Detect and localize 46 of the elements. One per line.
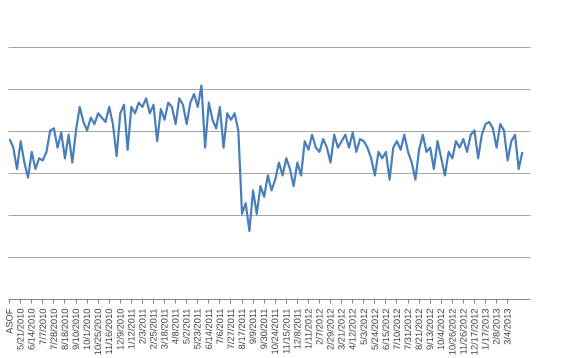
x-tick-label: 5/3/2012 (358, 308, 369, 345)
x-tick-label: 3/18/2011 (160, 308, 170, 350)
x-tick-label: 3/21/2012 (336, 308, 347, 350)
x-tick-label: 7/28/2010 (48, 308, 59, 350)
x-tick-label: 2/3/2011 (137, 308, 148, 344)
x-tick-label: 10/1/2010 (82, 308, 92, 350)
x-tick-label: 9/9/2011 (248, 308, 258, 344)
x-tick-label: 8/21/2012 (414, 308, 424, 350)
x-tick-label: 7/10/2012 (392, 308, 402, 350)
x-tick-label: 2/7/2012 (314, 308, 324, 345)
x-tick-label: 8/18/2010 (60, 308, 70, 350)
x-tick-label: 5/21/2010 (16, 308, 26, 350)
x-tick-label: 10/24/2011 (270, 308, 280, 354)
x-tick-label: 6/14/2010 (26, 308, 37, 350)
x-tick-label: 10/25/2010 (93, 308, 104, 356)
x-tick-label: 7/31/2012 (403, 308, 414, 350)
x-tick-label: 6/15/2012 (380, 308, 391, 350)
x-tick-label: 8/17/2011 (237, 308, 248, 350)
x-tick-label: 10/26/2012 (447, 308, 458, 356)
x-tick-label: 9/30/2011 (259, 308, 270, 350)
x-tick-label: 5/2/2011 (182, 308, 192, 344)
x-tick-label: 7/6/2011 (214, 308, 225, 344)
x-tick-label: 11/15/2011 (281, 308, 292, 354)
x-tick-label: 2/8/2013 (492, 308, 502, 345)
x-tick-label: 12/17/2012 (469, 308, 480, 356)
x-tick-label: 7/27/2011 (226, 308, 236, 350)
x-tick-label: 5/24/2012 (370, 308, 380, 350)
x-tick-label: 1/12/2011 (126, 308, 136, 350)
x-tick-label: 4/12/2012 (348, 308, 358, 350)
x-tick-label: 1/17/2013 (480, 308, 490, 350)
x-tick-label: 10/4/2012 (436, 308, 446, 350)
x-tick-label: 2/29/2012 (326, 308, 336, 350)
x-tick-label: 11/16/2010 (104, 308, 114, 354)
x-tick-label: 5/23/2011 (192, 308, 203, 350)
x-tick-label: 12/8/2011 (292, 308, 302, 350)
x-tick-label: 6/14/2011 (204, 308, 214, 350)
x-tick-label: 2/25/2011 (148, 308, 158, 350)
x-tick-label: 9/10/2010 (71, 308, 82, 350)
x-tick-label: 9/13/2012 (425, 308, 436, 350)
x-tick-label: 12/9/2010 (115, 308, 126, 350)
x-tick-label: 7/7/2010 (38, 308, 48, 345)
x-tick-label: ASOF (4, 308, 15, 334)
x-tick-label: 3/4/2013 (502, 308, 513, 345)
x-tick-label: 1/11/2012 (303, 308, 314, 350)
x-tick-label: 11/26/2012 (458, 308, 468, 354)
x-tick-label: 4/8/2011 (170, 308, 181, 344)
